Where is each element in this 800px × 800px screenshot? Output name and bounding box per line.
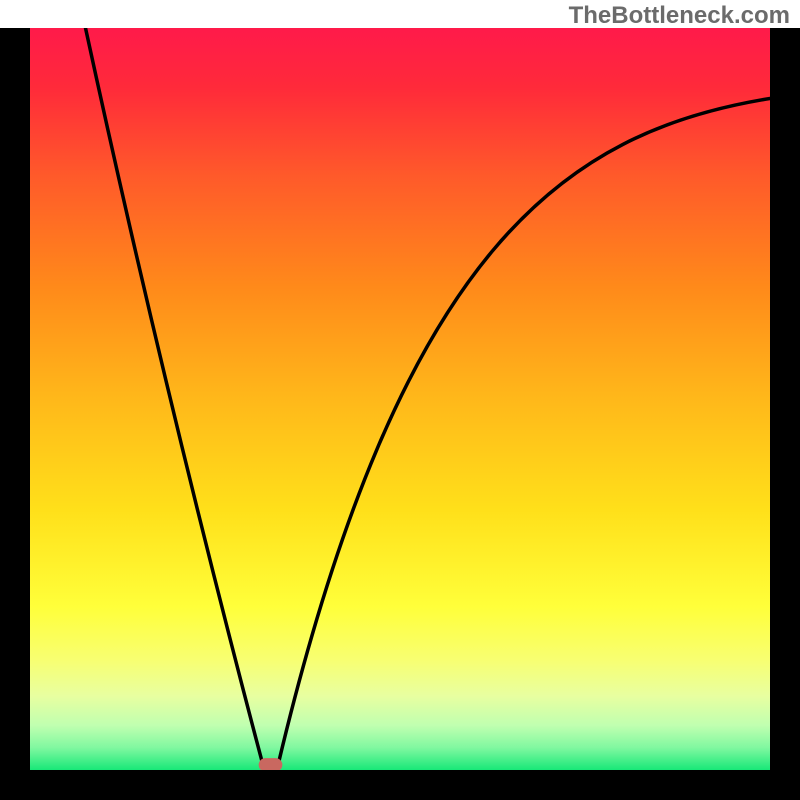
watermark-text: TheBottleneck.com	[569, 2, 790, 30]
chart-canvas	[0, 0, 800, 800]
frame-border-left	[0, 28, 30, 800]
chart-container: TheBottleneck.com	[0, 0, 800, 800]
frame-border-right	[770, 28, 800, 800]
frame-border-bottom	[0, 770, 800, 800]
